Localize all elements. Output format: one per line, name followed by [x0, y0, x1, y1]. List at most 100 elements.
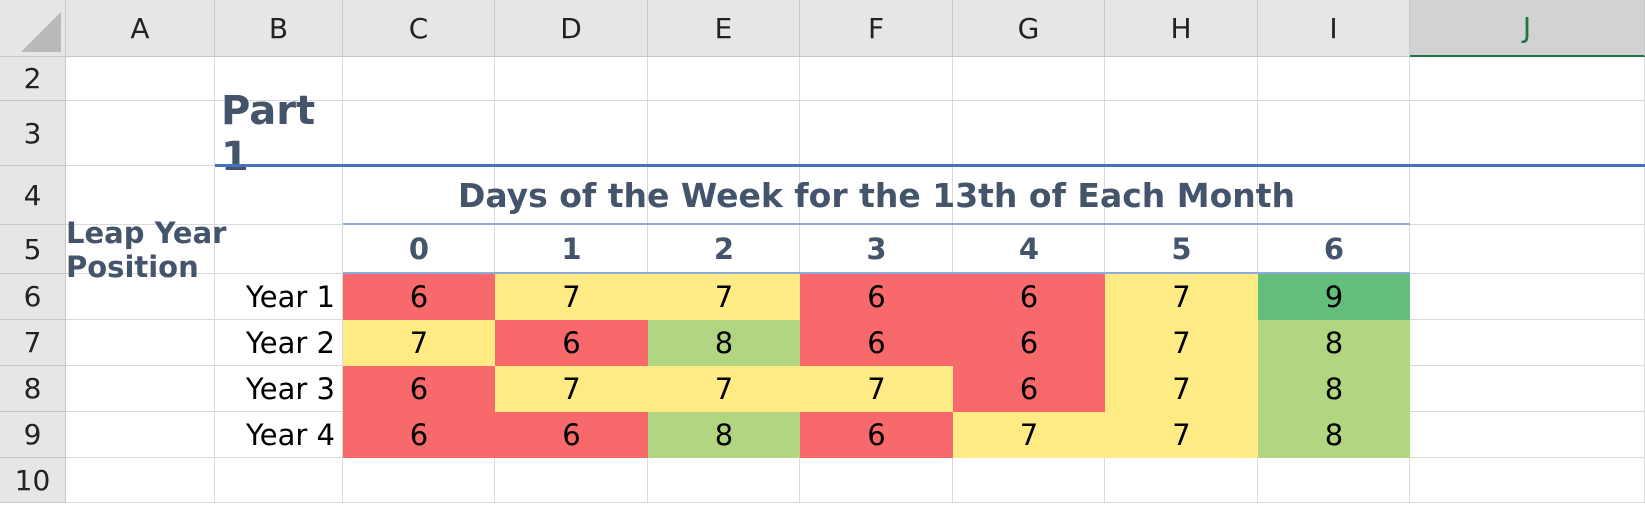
cell-b2[interactable]: [215, 57, 343, 101]
select-all-corner[interactable]: [0, 0, 66, 57]
value-cell[interactable]: 7: [800, 366, 953, 412]
value-cell[interactable]: 6: [343, 274, 495, 320]
cell-b5[interactable]: [215, 225, 343, 274]
value-cell[interactable]: 6: [343, 412, 495, 458]
cell-b9[interactable]: [215, 412, 343, 458]
column-header-e[interactable]: E: [648, 0, 800, 57]
cell-b8[interactable]: [215, 366, 343, 412]
cell-i3[interactable]: [1258, 101, 1410, 166]
cell-c2[interactable]: [343, 57, 495, 101]
year-label: Year 4: [245, 418, 335, 452]
value-cell[interactable]: 8: [1258, 366, 1410, 412]
cell-h2[interactable]: [1105, 57, 1258, 101]
value-cell[interactable]: 6: [800, 320, 953, 366]
column-header-b[interactable]: B: [215, 0, 343, 57]
column-header-j[interactable]: J: [1410, 0, 1645, 57]
value-cell[interactable]: 8: [1258, 320, 1410, 366]
value-cell[interactable]: 7: [495, 274, 648, 320]
cell-a3[interactable]: [66, 101, 215, 166]
position-header-3: 3: [866, 231, 887, 266]
value-cell[interactable]: 7: [1105, 320, 1258, 366]
column-header-g[interactable]: G: [953, 0, 1105, 57]
value-cell[interactable]: 7: [1105, 412, 1258, 458]
cell-g3[interactable]: [953, 101, 1105, 166]
cell-a6[interactable]: [66, 274, 215, 320]
cell-d10[interactable]: [495, 458, 648, 503]
cell-e3[interactable]: [648, 101, 800, 166]
cell-j6[interactable]: [1410, 274, 1645, 320]
row-header-3[interactable]: 3: [0, 101, 66, 166]
row-header-6[interactable]: 6: [0, 274, 66, 320]
cell-a10[interactable]: [66, 458, 215, 503]
column-header-h[interactable]: H: [1105, 0, 1258, 57]
row-header-8[interactable]: 8: [0, 366, 66, 412]
year-label: Year 1: [245, 280, 335, 314]
cell-i2[interactable]: [1258, 57, 1410, 101]
cell-a9[interactable]: [66, 412, 215, 458]
column-header-i[interactable]: I: [1258, 0, 1410, 57]
cell-a4[interactable]: [66, 166, 215, 225]
cell-f3[interactable]: [800, 101, 953, 166]
cell-a7[interactable]: [66, 320, 215, 366]
cell-j8[interactable]: [1410, 366, 1645, 412]
cell-h10[interactable]: [1105, 458, 1258, 503]
cell-b6[interactable]: [215, 274, 343, 320]
column-header-f[interactable]: F: [800, 0, 953, 57]
cell-e10[interactable]: [648, 458, 800, 503]
cell-b4[interactable]: [215, 166, 343, 225]
cell-d2[interactable]: [495, 57, 648, 101]
cell-j5[interactable]: [1410, 225, 1645, 274]
cell-f10[interactable]: [800, 458, 953, 503]
value-cell[interactable]: 8: [648, 320, 800, 366]
cell-g2[interactable]: [953, 57, 1105, 101]
value-cell[interactable]: 6: [495, 412, 648, 458]
value-cell[interactable]: 6: [495, 320, 648, 366]
value-cell[interactable]: 7: [343, 320, 495, 366]
row-header-9[interactable]: 9: [0, 412, 66, 458]
cell-j9[interactable]: [1410, 412, 1645, 458]
column-header-c[interactable]: C: [343, 0, 495, 57]
value-cell[interactable]: 7: [1105, 274, 1258, 320]
cell-g10[interactable]: [953, 458, 1105, 503]
cell-j7[interactable]: [1410, 320, 1645, 366]
value-cell[interactable]: 6: [343, 366, 495, 412]
cell-h3[interactable]: [1105, 101, 1258, 166]
cell-j4[interactable]: [1410, 166, 1645, 225]
column-header-d[interactable]: D: [495, 0, 648, 57]
cell-c3[interactable]: [343, 101, 495, 166]
row-header-4[interactable]: 4: [0, 166, 66, 225]
value-cell[interactable]: 6: [953, 320, 1105, 366]
value-cell[interactable]: 6: [953, 366, 1105, 412]
value-cell[interactable]: 6: [800, 412, 953, 458]
column-header-a[interactable]: A: [66, 0, 215, 57]
row-header-5[interactable]: 5: [0, 225, 66, 274]
value-cell[interactable]: 9: [1258, 274, 1410, 320]
position-header-5: 5: [1171, 231, 1192, 266]
cell-j10[interactable]: [1410, 458, 1645, 503]
cell-j3[interactable]: [1410, 101, 1645, 166]
value-cell[interactable]: 8: [1258, 412, 1410, 458]
value-cell[interactable]: 6: [800, 274, 953, 320]
cell-b10[interactable]: [215, 458, 343, 503]
value-cell[interactable]: 7: [648, 274, 800, 320]
value-cell[interactable]: 7: [648, 366, 800, 412]
cell-a5[interactable]: [66, 225, 215, 274]
cell-d3[interactable]: [495, 101, 648, 166]
row-header-2[interactable]: 2: [0, 57, 66, 101]
cell-j2[interactable]: [1410, 57, 1645, 101]
cell-c10[interactable]: [343, 458, 495, 503]
value-cell[interactable]: 7: [495, 366, 648, 412]
cell-i10[interactable]: [1258, 458, 1410, 503]
value-cell[interactable]: 6: [953, 274, 1105, 320]
row-header-7[interactable]: 7: [0, 320, 66, 366]
cell-a8[interactable]: [66, 366, 215, 412]
row-header-10[interactable]: 10: [0, 458, 66, 503]
cell-e2[interactable]: [648, 57, 800, 101]
cell-f2[interactable]: [800, 57, 953, 101]
value-cell[interactable]: 8: [648, 412, 800, 458]
cell-a2[interactable]: [66, 57, 215, 101]
value-cell[interactable]: 7: [953, 412, 1105, 458]
value-cell[interactable]: 7: [1105, 366, 1258, 412]
cell-b7[interactable]: [215, 320, 343, 366]
